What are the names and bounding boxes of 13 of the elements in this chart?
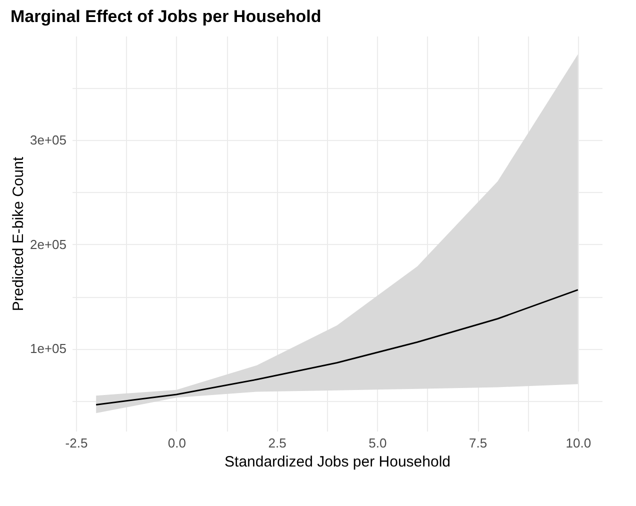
- x-tick-label: 2.5: [268, 436, 286, 450]
- x-axis-title: Standardized Jobs per Household: [224, 454, 450, 470]
- y-tick-label: 1e+05: [30, 341, 66, 356]
- x-tick-label: 7.5: [468, 436, 488, 450]
- x-tick-label: -2.5: [65, 436, 88, 450]
- chart-title: Marginal Effect of Jobs per Household: [10, 7, 322, 26]
- y-axis-title: Predicted E-bike Count: [10, 156, 27, 312]
- x-tick-label: 5.0: [368, 436, 387, 450]
- x-tick-label: 0.0: [168, 436, 186, 450]
- y-tick-label: 2e+05: [30, 236, 66, 252]
- y-tick-label: 3e+05: [30, 132, 66, 148]
- x-tick-label: 10.0: [566, 436, 592, 450]
- line-series: [95, 289, 579, 406]
